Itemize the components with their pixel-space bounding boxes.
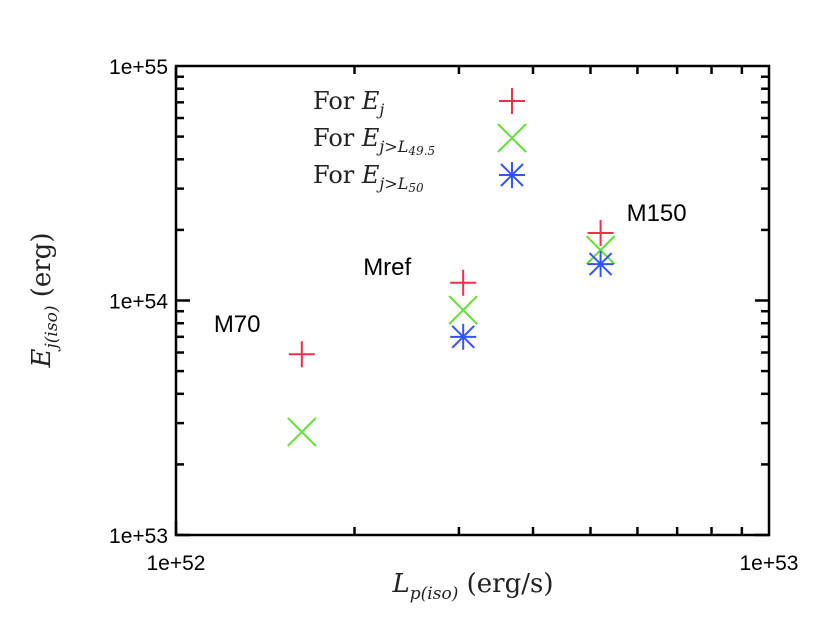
marker-stroke: [287, 417, 317, 447]
data-point-cross: [448, 295, 478, 325]
x-tick-label: 1e+53: [740, 552, 799, 575]
y-tick-label: 1e+54: [109, 291, 168, 314]
legend-label: For Ej>L49.5: [313, 124, 435, 158]
annotation-label: M150: [627, 200, 687, 227]
data-point-plus: [450, 269, 477, 296]
x-axis-label: Lp(iso) (erg/s): [392, 569, 554, 604]
marker-stroke: [448, 295, 478, 325]
marker-stroke: [585, 235, 616, 265]
data-point-star: [587, 251, 614, 278]
legend-marker-cross: [497, 123, 527, 153]
annotation-label: M70: [214, 311, 261, 338]
data-point-cross: [287, 417, 317, 447]
data-point-cross: [585, 235, 616, 265]
data-point-plus: [587, 220, 614, 247]
legend-marker-plus: [499, 88, 525, 114]
y-axis-label: Ej(iso) (erg): [27, 233, 62, 369]
legend-label: For Ej>L50: [313, 161, 424, 195]
data-point-plus: [288, 341, 315, 368]
legend-label: For Ej: [313, 87, 384, 119]
data-point-star: [450, 323, 477, 350]
y-tick-label: 1e+53: [109, 525, 168, 548]
annotation-label: Mref: [363, 254, 411, 281]
legend-marker-star: [499, 162, 525, 188]
x-tick-label: 1e+52: [147, 552, 206, 575]
marker-stroke: [451, 325, 475, 349]
marker-stroke: [588, 252, 613, 276]
y-tick-label: 1e+55: [109, 56, 168, 79]
marker-stroke: [500, 163, 524, 187]
marker-stroke: [497, 123, 527, 153]
